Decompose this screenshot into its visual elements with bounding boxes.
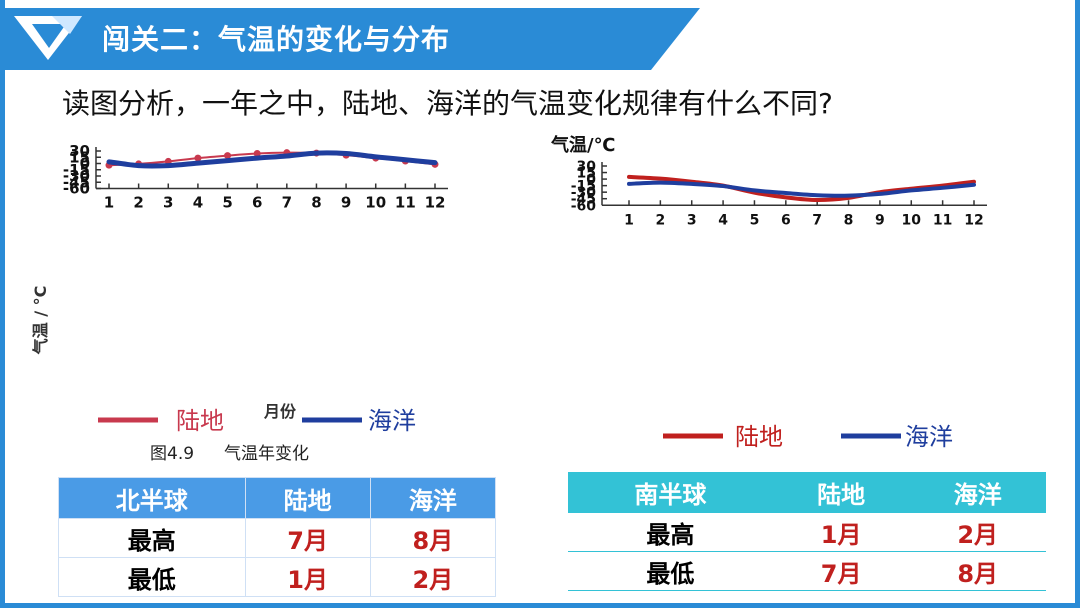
x-tick-label: 3 xyxy=(687,212,697,228)
y-tick-label: 15 xyxy=(577,166,596,182)
series-line xyxy=(106,150,438,169)
table-row: 最低 1月 2月 xyxy=(58,557,497,597)
northern-hemisphere-table: 北半球 陆地 海洋 最高 7月 8月 最低 1月 2月 xyxy=(58,477,497,597)
x-tick-label: 6 xyxy=(252,194,262,212)
data-point xyxy=(224,152,232,160)
x-tick-label: 4 xyxy=(193,194,203,212)
y-tick-label: -15 xyxy=(571,179,596,195)
x-tick-label: 9 xyxy=(341,194,351,212)
x-tick-label: 7 xyxy=(282,194,292,212)
y-tick-label: 0 xyxy=(80,155,90,173)
table-cell: 8月 xyxy=(369,518,497,558)
logo-icon xyxy=(14,16,82,60)
x-tick-label: 2 xyxy=(655,212,665,228)
row-label: 最高 xyxy=(568,512,773,552)
x-tick-label: 3 xyxy=(163,194,173,212)
x-tick-label: 1 xyxy=(624,212,634,228)
table-header-row: 北半球 陆地 海洋 xyxy=(58,477,497,519)
row-label: 最低 xyxy=(58,557,246,597)
x-tick-label: 8 xyxy=(311,194,321,212)
x-tick-label: 9 xyxy=(875,212,885,228)
table-header-cell: 海洋 xyxy=(369,477,497,519)
y-tick-label: 0 xyxy=(586,172,596,188)
x-tick-label: 1 xyxy=(104,194,114,212)
title-bar xyxy=(0,8,700,70)
southern-hemisphere-table: 南半球 陆地 海洋 最高 1月 2月 最低 7月 8月 xyxy=(568,472,1046,591)
y-tick-label: -30 xyxy=(571,185,597,201)
x-tick-label: 10 xyxy=(365,194,386,212)
x-tick-label: 5 xyxy=(750,212,760,228)
table-cell: 8月 xyxy=(909,551,1046,591)
figure-caption: 气温年变化 xyxy=(224,444,309,464)
y-tick-label: -60 xyxy=(571,198,597,214)
legend-label-ocean: 海洋 xyxy=(905,423,953,451)
x-tick-label: 10 xyxy=(902,212,922,228)
x-tick-label: 11 xyxy=(933,212,952,228)
y-tick-label: -45 xyxy=(571,192,596,208)
series-line xyxy=(627,180,976,198)
x-tick-label: 4 xyxy=(718,212,728,228)
x-tick-label: 11 xyxy=(395,194,416,212)
y-tick-label: -60 xyxy=(63,180,90,198)
x-tick-label: 6 xyxy=(781,212,791,228)
x-tick-label: 8 xyxy=(844,212,854,228)
data-point xyxy=(253,150,261,157)
table-row: 最低 7月 8月 xyxy=(568,551,1046,591)
table-header-cell: 陆地 xyxy=(772,472,910,513)
y-axis-label: 气温/℃ xyxy=(550,134,615,156)
plot-highlight-box xyxy=(619,140,999,295)
table-cell: 1月 xyxy=(772,512,910,552)
table-row: 最高 1月 2月 xyxy=(568,512,1046,552)
y-tick-label: -30 xyxy=(63,167,90,185)
question-text: 读图分析，一年之中，陆地、海洋的气温变化规律有什么不同? xyxy=(62,87,833,120)
table-cell: 7月 xyxy=(244,518,371,558)
legend-label-ocean: 海洋 xyxy=(368,407,416,435)
y-tick-label: 30 xyxy=(69,142,90,160)
x-tick-label: 5 xyxy=(222,194,232,212)
y-tick-label: 30 xyxy=(577,159,597,175)
x-tick-label: 12 xyxy=(964,212,983,228)
y-tick-label: -15 xyxy=(63,161,90,179)
x-axis-label: 月份 xyxy=(263,402,297,421)
table-header-cell: 陆地 xyxy=(244,477,371,519)
y-tick-label: 15 xyxy=(69,148,90,166)
table-header-row: 南半球 陆地 海洋 xyxy=(568,472,1046,513)
table-cell: 7月 xyxy=(772,551,910,591)
table-cell: 2月 xyxy=(369,557,497,597)
table-header-cell: 海洋 xyxy=(909,472,1046,513)
row-label: 最低 xyxy=(568,551,773,591)
x-tick-label: 7 xyxy=(812,212,822,228)
legend-label-land: 陆地 xyxy=(176,407,224,435)
figure-number: 图4.9 xyxy=(150,444,194,464)
y-tick-label: -45 xyxy=(63,173,90,191)
row-label: 最高 xyxy=(58,518,246,558)
table-header-cell: 南半球 xyxy=(568,472,773,513)
page-title: 闯关二：气温的变化与分布 xyxy=(102,23,451,56)
x-tick-label: 2 xyxy=(133,194,143,212)
data-point xyxy=(194,154,202,162)
legend-label-land: 陆地 xyxy=(735,423,783,451)
table-header-cell: 北半球 xyxy=(58,477,246,519)
table-cell: 1月 xyxy=(244,557,371,597)
table-row: 最高 7月 8月 xyxy=(58,518,497,558)
x-tick-label: 12 xyxy=(425,194,446,212)
table-cell: 2月 xyxy=(909,512,1046,552)
y-axis-label: 气温 / °C xyxy=(31,286,50,356)
